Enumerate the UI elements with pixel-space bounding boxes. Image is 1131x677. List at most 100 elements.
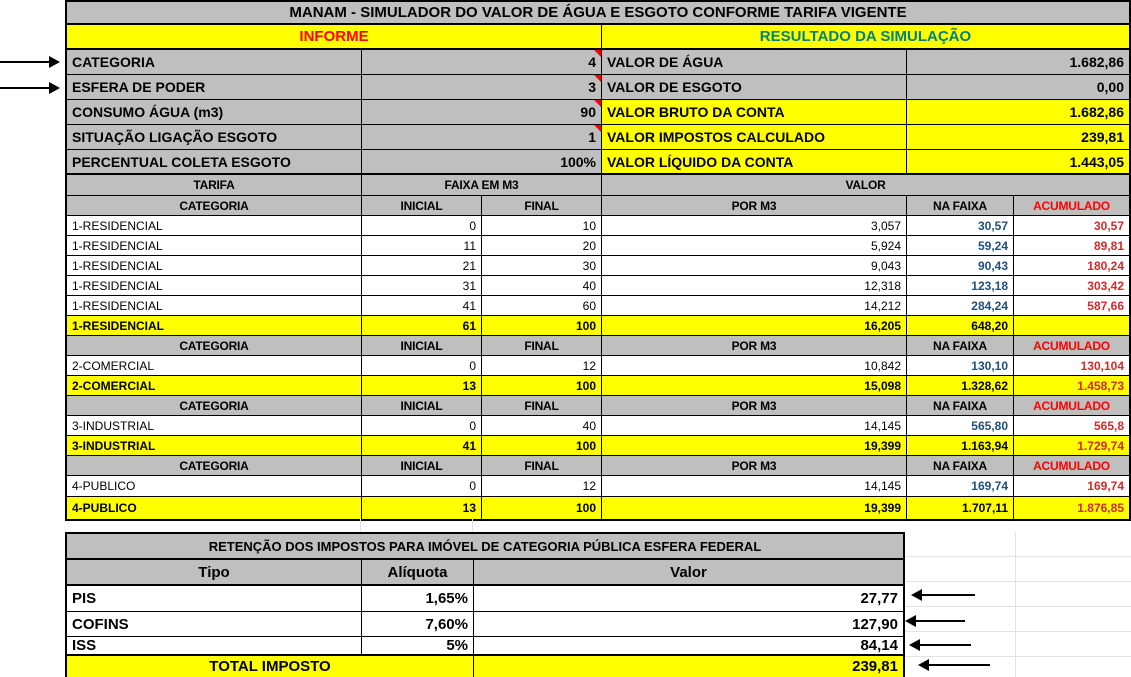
cell-por-m3: 5,924 xyxy=(602,236,907,255)
gridline xyxy=(472,519,473,531)
cell-valor: 127,90 xyxy=(474,612,903,636)
cell-categoria: 1-RESIDENCIAL xyxy=(67,316,362,335)
cell-acumulado: 180,24 xyxy=(1014,256,1129,275)
cell-final: 30 xyxy=(482,256,602,275)
cell-categoria: 4-PUBLICO xyxy=(67,476,362,496)
col-header-acumulado: ACUMULADO xyxy=(1014,456,1129,475)
cell-categoria: 3-INDUSTRIAL xyxy=(67,416,362,435)
input-cell-esfera-de-poder[interactable]: 3 xyxy=(362,75,602,99)
cell-inicial: 61 xyxy=(362,316,482,335)
col-header-valor: Valor xyxy=(474,560,903,584)
cell-inicial: 41 xyxy=(362,296,482,315)
cell-tipo: ISS xyxy=(67,637,362,654)
cell-categoria: 1-RESIDENCIAL xyxy=(67,216,362,235)
cell-na-faixa: 130,10 xyxy=(907,356,1014,375)
resultado-value-valor-liquido: 1.443,05 xyxy=(907,150,1129,173)
cell-categoria: 1-RESIDENCIAL xyxy=(67,236,362,255)
cell-acumulado: 30,57 xyxy=(1014,216,1129,235)
table-row: 3-INDUSTRIAL 0 40 14,145 565,80 565,8 xyxy=(67,416,1129,436)
cell-final: 40 xyxy=(482,276,602,295)
table-row-total: TOTAL IMPOSTO 239,81 xyxy=(67,656,903,677)
cell-categoria: 1-RESIDENCIAL xyxy=(67,296,362,315)
table-row: 2-COMERCIAL 0 12 10,842 130,10 130,104 xyxy=(67,356,1129,376)
col-header-inicial: INICIAL xyxy=(362,456,482,475)
resultado-value-valor-esgoto: 0,00 xyxy=(907,75,1129,99)
input-cell-percentual-coleta[interactable]: 100% xyxy=(362,150,602,173)
empty-cells-area xyxy=(905,532,1131,677)
cell-na-faixa: 1.707,11 xyxy=(907,497,1014,519)
cell-acumulado: 169,74 xyxy=(1014,476,1129,496)
cell-na-faixa: 648,20 xyxy=(907,316,1014,335)
resultado-value-valor-bruto: 1.682,86 xyxy=(907,100,1129,124)
input-cell-consumo-agua[interactable]: 90 xyxy=(362,100,602,124)
cell-final: 100 xyxy=(482,497,602,519)
cell-por-m3: 14,212 xyxy=(602,296,907,315)
table-row: 1-RESIDENCIAL 0 10 3,057 30,57 30,57 xyxy=(67,216,1129,236)
cell-por-m3: 12,318 xyxy=(602,276,907,295)
pointer-arrow-pis-icon xyxy=(911,589,975,601)
cell-final: 12 xyxy=(482,476,602,496)
col-header-na-faixa: NA FAIXA xyxy=(907,456,1014,475)
col-header-categoria: CATEGORIA xyxy=(67,196,362,215)
col-header-na-faixa: NA FAIXA xyxy=(907,336,1014,355)
col-header-categoria: CATEGORIA xyxy=(67,336,362,355)
cell-inicial: 0 xyxy=(362,416,482,435)
table-row-total: 4-PUBLICO 13 100 19,399 1.707,11 1.876,8… xyxy=(67,497,1129,519)
resultado-label-valor-liquido: VALOR LÍQUIDO DA CONTA xyxy=(602,150,907,173)
col-header-final: FINAL xyxy=(482,196,602,215)
col-header-na-faixa: NA FAIXA xyxy=(907,396,1014,415)
group-header-faixa: FAIXA EM M3 xyxy=(362,175,602,195)
cell-acumulado: 1.876,85 xyxy=(1014,497,1129,519)
col-header-acumulado: ACUMULADO xyxy=(1014,196,1129,215)
input-cell-categoria[interactable]: 4 xyxy=(362,50,602,74)
cell-por-m3: 10,842 xyxy=(602,356,907,375)
cell-final: 20 xyxy=(482,236,602,255)
retencao-table: RETENÇÃO DOS IMPOSTOS PARA IMÓVEL DE CAT… xyxy=(65,532,905,677)
gridline xyxy=(1015,532,1016,677)
col-header-na-faixa: NA FAIXA xyxy=(907,196,1014,215)
simulator-table: MANAM - SIMULADOR DO VALOR DE ÁGUA E ESG… xyxy=(65,0,1131,521)
cell-categoria: 2-COMERCIAL xyxy=(67,356,362,375)
cell-categoria: 1-RESIDENCIAL xyxy=(67,256,362,275)
cell-na-faixa: 30,57 xyxy=(907,216,1014,235)
cell-por-m3: 14,145 xyxy=(602,476,907,496)
cell-por-m3: 14,145 xyxy=(602,416,907,435)
cell-valor: 84,14 xyxy=(474,637,903,654)
table-row-total: 3-INDUSTRIAL 41 100 19,399 1.163,94 1.72… xyxy=(67,436,1129,456)
cell-inicial: 0 xyxy=(362,216,482,235)
cell-acumulado: 303,42 xyxy=(1014,276,1129,295)
cell-categoria: 1-RESIDENCIAL xyxy=(67,276,362,295)
table-row: 1-RESIDENCIAL 21 30 9,043 90,43 180,24 xyxy=(67,256,1129,276)
cell-final: 40 xyxy=(482,416,602,435)
cell-inicial: 13 xyxy=(362,376,482,395)
cell-na-faixa: 284,24 xyxy=(907,296,1014,315)
col-header-final: FINAL xyxy=(482,456,602,475)
cell-inicial: 41 xyxy=(362,436,482,455)
group-header-valor: VALOR xyxy=(602,175,1129,195)
input-cell-situacao-ligacao[interactable]: 1 xyxy=(362,125,602,149)
col-header-aliquota: Alíquota xyxy=(362,560,474,584)
informe-label-situacao-ligacao: SITUAÇÃO LIGAÇÃO ESGOTO xyxy=(67,125,362,149)
cell-final: 60 xyxy=(482,296,602,315)
cell-acumulado: 89,81 xyxy=(1014,236,1129,255)
resultado-label-valor-bruto: VALOR BRUTO DA CONTA xyxy=(602,100,907,124)
cell-na-faixa: 169,74 xyxy=(907,476,1014,496)
cell-acumulado: 587,66 xyxy=(1014,296,1129,315)
col-header-final: FINAL xyxy=(482,336,602,355)
cell-na-faixa: 123,18 xyxy=(907,276,1014,295)
cell-acumulado: 1.729,74 xyxy=(1014,436,1129,455)
cell-tipo: PIS xyxy=(67,586,362,611)
resultado-value-valor-agua: 1.682,86 xyxy=(907,50,1129,74)
table-row: 1-RESIDENCIAL 41 60 14,212 284,24 587,66 xyxy=(67,296,1129,316)
col-header-final: FINAL xyxy=(482,396,602,415)
cell-valor: 27,77 xyxy=(474,586,903,611)
cell-por-m3: 15,098 xyxy=(602,376,907,395)
cell-acumulado xyxy=(1014,316,1129,335)
cell-final: 100 xyxy=(482,316,602,335)
cell-por-m3: 19,399 xyxy=(602,497,907,519)
cell-por-m3: 16,205 xyxy=(602,316,907,335)
cell-aliquota: 5% xyxy=(362,637,474,654)
resultado-header: RESULTADO DA SIMULAÇÃO xyxy=(602,25,1129,48)
table-row-total: 2-COMERCIAL 13 100 15,098 1.328,62 1.458… xyxy=(67,376,1129,396)
pointer-arrow-esfera-icon xyxy=(0,82,60,94)
